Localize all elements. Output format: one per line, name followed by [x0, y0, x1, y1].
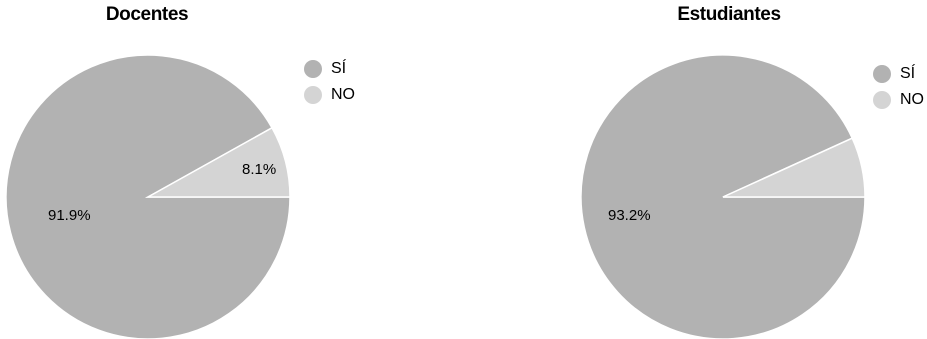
legend-item-no: NO: [304, 86, 355, 104]
legend-item-no: NO: [873, 91, 924, 109]
legend-swatch-si: [873, 65, 891, 83]
legend-docentes: SÍ NO: [304, 60, 355, 112]
legend-label-si: SÍ: [331, 60, 347, 77]
legend-label-no: NO: [900, 91, 924, 108]
legend-swatch-no: [304, 86, 322, 104]
legend-label-no: NO: [331, 86, 355, 103]
data-label-si: 91.9%: [48, 207, 91, 224]
pie-slice-no: [722, 137, 866, 198]
legend-label-si: SÍ: [900, 65, 916, 82]
data-label-no: 8.1%: [242, 161, 276, 178]
legend-swatch-no: [873, 91, 891, 109]
legend-item-si: SÍ: [304, 60, 355, 78]
legend-swatch-si: [304, 60, 322, 78]
data-label-si: 93.2%: [608, 207, 651, 224]
legend-estudiantes: SÍ NO: [873, 65, 924, 117]
legend-item-si: SÍ: [873, 65, 924, 83]
chart-title-docentes: Docentes: [105, 4, 189, 25]
chart-title-estudiantes: Estudiantes: [677, 4, 781, 25]
pie-slice-no: [145, 126, 291, 198]
